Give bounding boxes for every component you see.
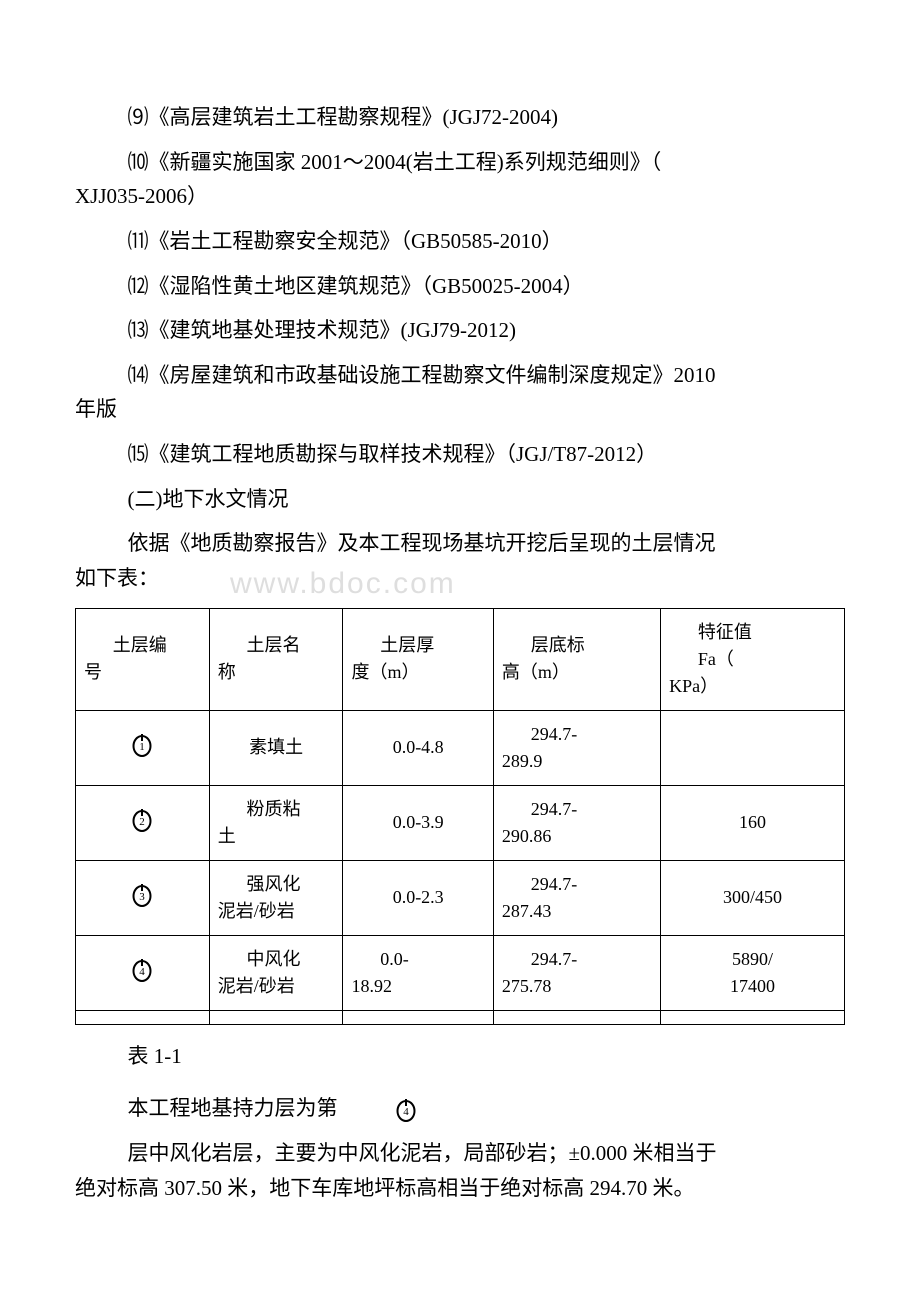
soil-layer-table: 土层编 号 土层名 称 土层厚 度（m） 层底标 高（m） 特征值 Fa（: [75, 608, 845, 1025]
para-item-10: ⑽《新疆实施国家 2001～2004(岩土工程)系列规范细则》（ XJJ035-…: [75, 145, 845, 214]
cell-fa: 300/450: [661, 860, 845, 935]
cell-marker-1: 1: [76, 710, 210, 785]
para-item-11: ⑾《岩土工程勘察安全规范》（GB50585-2010）: [75, 224, 845, 259]
soil-table-wrapper: 土层编 号 土层名 称 土层厚 度（m） 层底标 高（m） 特征值 Fa（: [75, 608, 845, 1025]
para-item-12: ⑿《湿陷性黄土地区建筑规范》（GB50025-2004）: [75, 269, 845, 304]
cell-thickness: 0.0-4.8: [343, 710, 493, 785]
svg-text:3: 3: [140, 891, 146, 903]
para-item-15: ⒂《建筑工程地质勘探与取样技术规程》（JGJ/T87-2012）: [75, 437, 845, 472]
cell-marker-3: 3: [76, 860, 210, 935]
table-row: 2 粉质粘 土 0.0-3.9 294.7- 290.86 160: [76, 785, 845, 860]
header-layer-name: 土层名 称: [209, 608, 343, 710]
cell-name: 强风化 泥岩/砂岩: [209, 860, 343, 935]
svg-text:4: 4: [140, 966, 146, 978]
cell-bottom: 294.7- 287.43: [493, 860, 660, 935]
table-row: 1 素填土 0.0-4.8 294.7- 289.9: [76, 710, 845, 785]
cell-marker-2: 2: [76, 785, 210, 860]
layer-marker-icon: 1: [131, 731, 153, 757]
layer-marker-icon: 4: [131, 956, 153, 982]
cell-thickness: 0.0-2.3: [343, 860, 493, 935]
cell-thickness: 0.0-3.9: [343, 785, 493, 860]
layer-marker-icon: 2: [131, 806, 153, 832]
table-empty-row: [76, 1010, 845, 1024]
table-intro: 依据《地质勘察报告》及本工程现场基坑开挖后呈现的土层情况 如下表：: [75, 526, 845, 595]
para-item-9: ⑼《高层建筑岩土工程勘察规程》(JGJ72-2004): [75, 100, 845, 135]
header-layer-id: 土层编 号: [76, 608, 210, 710]
layer-marker-icon: 3: [131, 881, 153, 907]
cell-name: 中风化 泥岩/砂岩: [209, 935, 343, 1010]
conclusion-line-2: 层中风化岩层，主要为中风化泥岩，局部砂岩；±0.000 米相当于 绝对标高 30…: [75, 1136, 845, 1205]
para-item-14: ⒁《房屋建筑和市政基础设施工程勘察文件编制深度规定》2010 年版: [75, 358, 845, 427]
svg-text:4: 4: [404, 1106, 410, 1118]
conclusion-line-1: 本工程地基持力层为第 4: [75, 1091, 845, 1126]
cell-marker-4: 4: [76, 935, 210, 1010]
cell-fa: [661, 710, 845, 785]
section-2-heading: (二)地下水文情况: [75, 482, 845, 517]
layer-marker-icon: 4: [343, 1096, 365, 1122]
header-bottom-elevation: 层底标 高（m）: [493, 608, 660, 710]
header-thickness: 土层厚 度（m）: [343, 608, 493, 710]
svg-text:2: 2: [140, 816, 146, 828]
table-row: 3 强风化 泥岩/砂岩 0.0-2.3 294.7- 287.43 300/45…: [76, 860, 845, 935]
svg-text:1: 1: [140, 741, 146, 753]
cell-bottom: 294.7- 290.86: [493, 785, 660, 860]
table-caption: 表 1-1: [75, 1039, 845, 1074]
document-content: ⑼《高层建筑岩土工程勘察规程》(JGJ72-2004) ⑽《新疆实施国家 200…: [75, 100, 845, 1205]
cell-bottom: 294.7- 275.78: [493, 935, 660, 1010]
header-fa-value: 特征值 Fa（ KPa）: [661, 608, 845, 710]
cell-fa: 5890/ 17400: [661, 935, 845, 1010]
cell-fa: 160: [661, 785, 845, 860]
cell-thickness: 0.0- 18.92: [343, 935, 493, 1010]
table-row: 4 中风化 泥岩/砂岩 0.0- 18.92 294.7- 275.78 589…: [76, 935, 845, 1010]
para-item-13: ⒀《建筑地基处理技术规范》(JGJ79-2012): [75, 313, 845, 348]
table-header-row: 土层编 号 土层名 称 土层厚 度（m） 层底标 高（m） 特征值 Fa（: [76, 608, 845, 710]
cell-bottom: 294.7- 289.9: [493, 710, 660, 785]
cell-name: 素填土: [209, 710, 343, 785]
cell-name: 粉质粘 土: [209, 785, 343, 860]
